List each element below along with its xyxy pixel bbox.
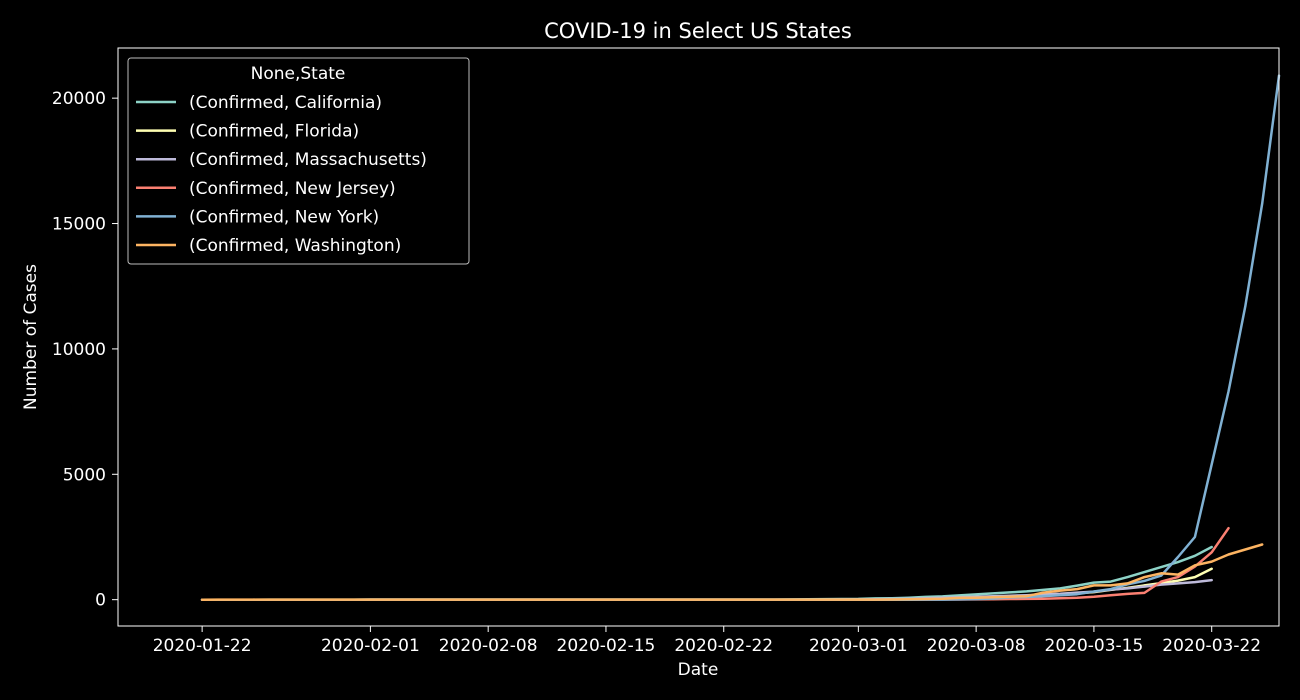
y-axis: 0 5000 10000 15000 20000 — [52, 89, 118, 611]
x-axis: 2020-01-22 2020-02-01 2020-02-08 2020-02-15… — [153, 626, 1261, 656]
y-tick-label: 10000 — [52, 340, 106, 360]
y-axis-label: Number of Cases — [21, 264, 41, 410]
y-tick-label: 0 — [95, 591, 106, 611]
x-tick-label: 2020-02-15 — [557, 636, 656, 656]
x-tick-label: 2020-02-22 — [674, 636, 773, 656]
legend-entry-label: (Confirmed, New York) — [189, 207, 379, 227]
chart-title: COVID-19 in Select US States — [544, 19, 852, 43]
legend-entry-label: (Confirmed, Massachusetts) — [189, 150, 427, 170]
x-tick-label: 2020-02-08 — [439, 636, 538, 656]
legend-box — [127, 57, 470, 265]
x-tick-label: 2020-03-22 — [1162, 636, 1261, 656]
legend: None,State (Confirmed, California) (Confi… — [127, 57, 470, 265]
x-tick-label: 2020-01-22 — [153, 636, 252, 656]
legend-entry-label: (Confirmed, Washington) — [189, 236, 401, 256]
legend-title: None,State — [251, 64, 346, 84]
x-tick-label: 2020-03-08 — [927, 636, 1026, 656]
x-axis-label: Date — [678, 660, 719, 680]
series-layer — [200, 74, 1281, 601]
legend-entry-label: (Confirmed, Florida) — [189, 122, 359, 142]
y-tick-label: 5000 — [63, 465, 106, 485]
series-line-5 — [200, 543, 1264, 601]
x-tick-label: 2020-02-01 — [321, 636, 420, 656]
x-tick-label: 2020-03-15 — [1045, 636, 1144, 656]
legend-entry-label: (Confirmed, New Jersey) — [189, 179, 396, 199]
legend-entry-label: (Confirmed, California) — [189, 93, 382, 113]
y-tick-label: 15000 — [52, 215, 106, 235]
plot-frame — [117, 47, 1280, 627]
y-tick-label: 20000 — [52, 89, 106, 109]
x-tick-label: 2020-03-01 — [809, 636, 908, 656]
